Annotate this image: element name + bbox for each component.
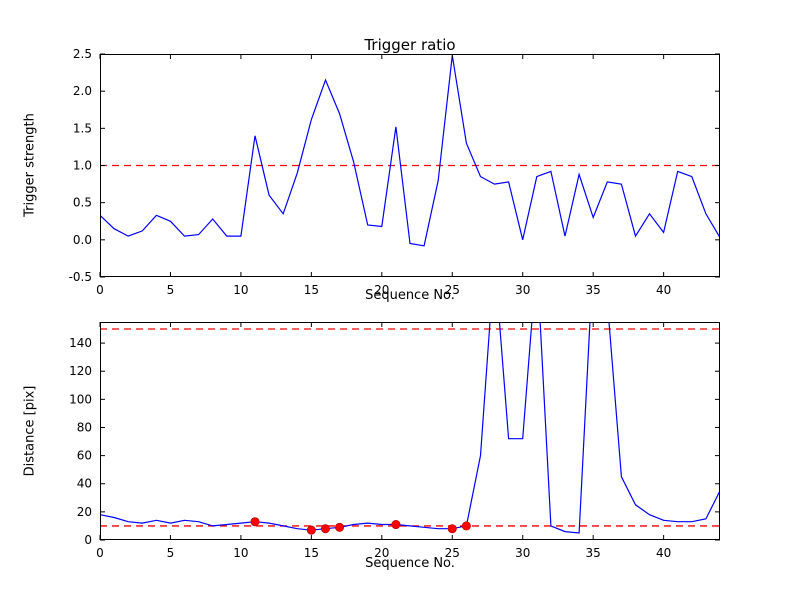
y-tick-label: 2.0 <box>73 84 92 98</box>
trigger-marker <box>306 525 316 535</box>
x-tick-label: 20 <box>374 283 389 297</box>
y-axis-label-top: Trigger strength <box>22 113 38 217</box>
y-tick-label: 80 <box>77 420 92 434</box>
y-tick-label: -0.5 <box>69 270 92 284</box>
y-axis-label-bottom: Distance [pix] <box>22 385 38 477</box>
y-tick-label: 40 <box>77 477 92 491</box>
y-tick-label: 2.5 <box>73 47 92 61</box>
x-tick-label: 25 <box>445 546 460 560</box>
trigger-marker <box>250 517 260 527</box>
y-tick-label: 140 <box>69 336 92 350</box>
trigger-marker <box>320 524 330 534</box>
y-tick-label: 100 <box>69 392 92 406</box>
x-tick-label: 10 <box>233 283 248 297</box>
trigger-marker <box>391 520 401 530</box>
axes-frame <box>100 322 720 540</box>
x-tick-label: 20 <box>374 546 389 560</box>
x-axis-label-bottom: Sequence No. <box>365 556 455 571</box>
data-line-0 <box>100 55 720 247</box>
x-tick-label: 40 <box>656 546 671 560</box>
x-tick-label: 40 <box>656 283 671 297</box>
x-tick-label: 35 <box>586 546 601 560</box>
trigger-marker <box>461 521 471 531</box>
x-axis-label-top: Sequence No. <box>365 288 455 303</box>
x-tick-label: 0 <box>96 546 104 560</box>
y-tick-label: 60 <box>77 449 92 463</box>
x-tick-label: 30 <box>515 546 530 560</box>
y-tick-label: 0 <box>84 533 92 547</box>
trigger-marker <box>335 522 345 532</box>
x-tick-label: 10 <box>233 546 248 560</box>
y-tick-label: 1.5 <box>73 121 92 135</box>
trigger-marker <box>447 524 457 534</box>
x-tick-label: 25 <box>445 283 460 297</box>
x-tick-label: 0 <box>96 283 104 297</box>
x-tick-label: 35 <box>586 283 601 297</box>
y-tick-label: 0.0 <box>73 233 92 247</box>
chart-title: Trigger ratio <box>364 36 456 54</box>
x-tick-label: 30 <box>515 283 530 297</box>
x-tick-label: 15 <box>304 283 319 297</box>
x-tick-label: 5 <box>167 283 175 297</box>
y-tick-label: 1.0 <box>73 159 92 173</box>
y-tick-label: 120 <box>69 364 92 378</box>
x-tick-label: 15 <box>304 546 319 560</box>
data-line-1 <box>100 322 720 534</box>
y-tick-label: 20 <box>77 505 92 519</box>
y-tick-label: 0.5 <box>73 196 92 210</box>
x-tick-label: 5 <box>167 546 175 560</box>
